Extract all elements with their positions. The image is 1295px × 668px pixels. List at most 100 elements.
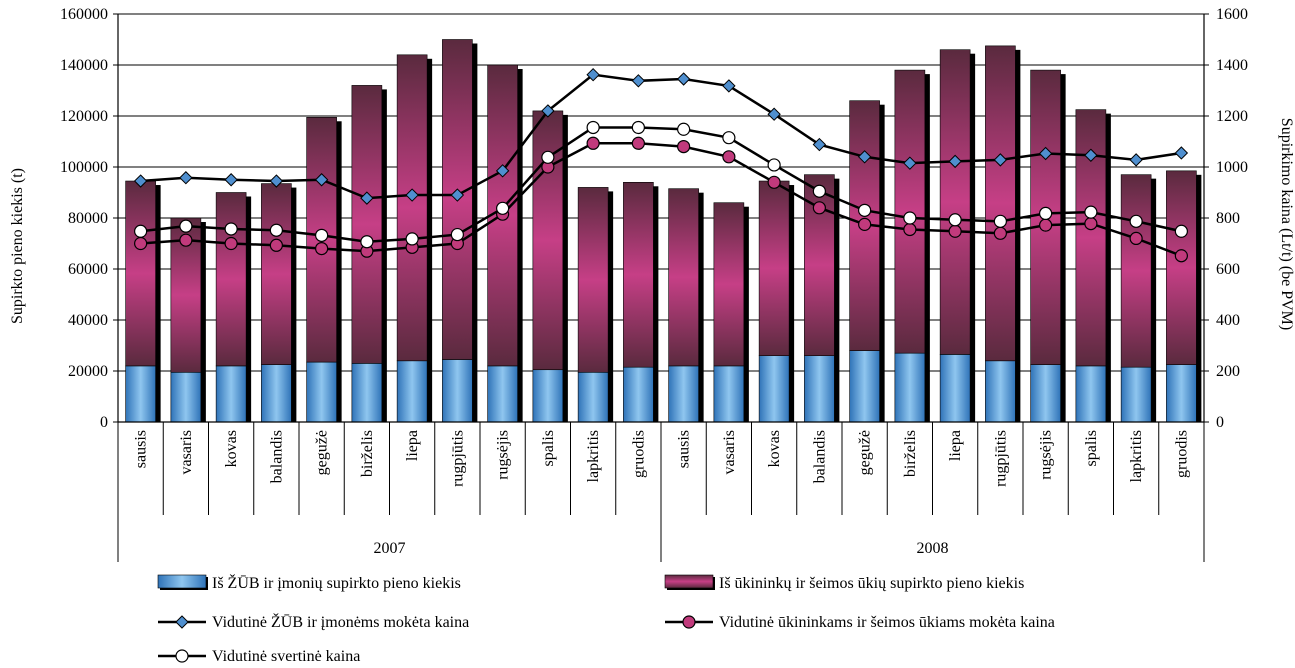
point-enterprise-price	[631, 74, 646, 88]
point-weighted-price	[1039, 206, 1053, 221]
y-tick-label-right: 200	[1216, 363, 1240, 380]
point-enterprise-price	[314, 173, 329, 187]
point-farmer-price	[1084, 217, 1098, 231]
bar-enterprises	[1075, 365, 1107, 423]
point-enterprise-price	[405, 188, 419, 202]
point-enterprise-price	[993, 153, 1008, 167]
point-enterprise-price	[676, 72, 691, 86]
bars	[125, 39, 1202, 423]
bar-enterprises	[1030, 364, 1061, 423]
y-tick-label-right: 1200	[1216, 108, 1248, 125]
legend-item-weighted-price: Vidutinė svertinė kaina	[158, 648, 360, 665]
point-weighted-price	[677, 122, 691, 136]
bar-enterprises	[894, 352, 926, 423]
point-enterprise-price	[1174, 146, 1189, 160]
x-tick-label: rugsėjis	[1038, 430, 1055, 480]
point-farmer-price	[224, 236, 238, 251]
line-series-3	[140, 126, 1182, 243]
point-enterprise-price	[857, 150, 872, 164]
x-tick-label: kovas	[766, 430, 783, 467]
bar-enterprises	[939, 354, 971, 423]
x-tick-label: lapkritis	[585, 430, 602, 482]
legend-marker	[682, 615, 696, 629]
point-enterprise-price	[903, 156, 917, 170]
year-label: 2007	[374, 540, 406, 557]
point-farmer-price	[269, 238, 283, 252]
bar-farmers	[1075, 109, 1107, 367]
bar-enterprises	[577, 371, 609, 423]
bar-enterprises	[125, 365, 156, 423]
line-series-2	[140, 142, 1182, 257]
x-tick-label: spalis	[540, 430, 557, 466]
bar-farmers	[713, 202, 745, 367]
point-enterprise-price	[948, 154, 962, 169]
bar-enterprises	[1120, 366, 1152, 423]
point-weighted-price	[1129, 214, 1143, 228]
point-farmer-price	[631, 136, 645, 150]
x-tick-label: birželis	[902, 430, 919, 477]
point-weighted-price	[631, 120, 645, 135]
legend: Iš ŽŪB ir įmonių supirkto pieno kiekis Iš…	[157, 573, 1055, 665]
y-tick-label-left: 60000	[68, 261, 108, 278]
point-farmer-price	[134, 236, 148, 251]
y-tick-label-right: 800	[1216, 210, 1240, 227]
point-weighted-price	[450, 227, 464, 242]
x-tick-label: spalis	[1083, 430, 1100, 466]
legend-marker	[175, 615, 189, 629]
bar-enterprises	[849, 350, 880, 423]
legend-swatch	[157, 574, 207, 589]
bar-enterprises	[215, 365, 247, 423]
point-weighted-price	[224, 222, 238, 236]
point-enterprise-price	[812, 137, 827, 152]
point-weighted-price	[858, 203, 872, 217]
point-weighted-price	[948, 213, 962, 227]
line-series-1	[140, 73, 1182, 200]
point-enterprise-price	[1038, 146, 1053, 161]
bar-enterprises	[306, 361, 337, 423]
point-farmer-price	[767, 175, 781, 189]
bar-enterprises	[985, 360, 1016, 423]
point-weighted-price	[1084, 205, 1098, 219]
year-label: 2008	[917, 540, 949, 557]
bar-farmers	[1120, 174, 1152, 368]
x-tick-label: rugpjūtis	[449, 430, 466, 487]
legend-marker	[175, 649, 189, 663]
legend-item-farmers-quantity: Iš ūkininkų ir šeimos ūkių supirkto pien…	[664, 574, 1024, 592]
legend-label: Vidutinė svertinė kaina	[212, 648, 360, 665]
y-tick-label-left: 0	[100, 414, 108, 431]
x-tick-label: balandis	[268, 430, 285, 483]
point-weighted-price	[360, 235, 374, 249]
x-tick-label: gruodis	[1173, 430, 1190, 478]
legend-swatch	[664, 574, 714, 589]
price-lines	[133, 67, 1189, 263]
bar-enterprises	[532, 369, 564, 423]
x-tick-label: gegužė	[314, 430, 331, 475]
y-tick-label-left: 20000	[68, 363, 108, 380]
point-weighted-price	[586, 120, 600, 135]
point-enterprise-price	[541, 104, 555, 118]
bar-farmers	[758, 180, 790, 356]
point-weighted-price	[269, 223, 283, 237]
bar-enterprises	[758, 355, 790, 423]
point-farmer-price	[179, 233, 193, 247]
bar-farmers	[261, 183, 292, 365]
y-tick-label-right: 1600	[1216, 6, 1248, 23]
bar-farmers	[351, 85, 383, 364]
x-tick-label: birželis	[359, 430, 376, 477]
bar-enterprises	[261, 364, 292, 423]
x-tick-label: balandis	[811, 430, 828, 483]
point-weighted-price	[903, 211, 917, 225]
point-farmer-price	[586, 136, 600, 150]
point-enterprise-price	[133, 174, 148, 188]
bar-enterprises	[442, 359, 473, 423]
point-farmer-price	[677, 140, 691, 154]
x-tick-label: rugsėjis	[495, 430, 512, 480]
point-enterprise-price	[1129, 153, 1143, 167]
point-farmer-price	[903, 222, 917, 237]
point-enterprise-price	[586, 67, 600, 82]
x-tick-label: lapkritis	[1128, 430, 1145, 482]
bar-enterprises	[1166, 364, 1197, 423]
x-tick-label: gegužė	[857, 430, 874, 475]
legend-label: Vidutinė ŽŪB ir įmonėms mokėta kaina	[212, 612, 469, 631]
